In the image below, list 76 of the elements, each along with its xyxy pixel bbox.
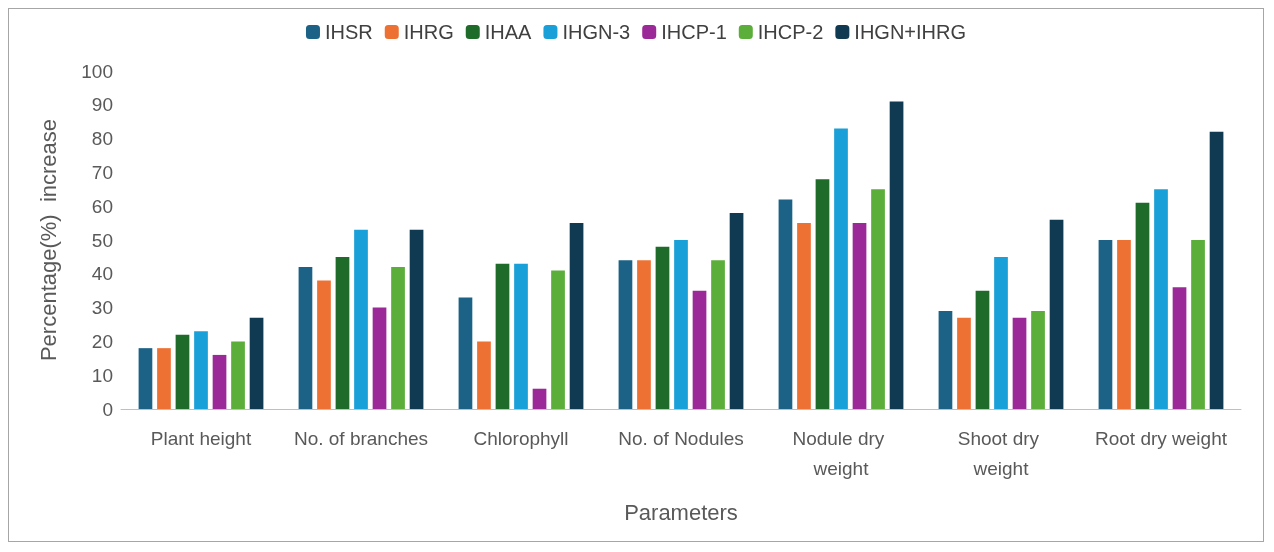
y-tick-label: 80 — [91, 128, 113, 150]
bar — [852, 223, 867, 409]
bar — [231, 341, 245, 409]
bar — [778, 199, 793, 409]
bar — [372, 307, 387, 409]
bar — [175, 334, 190, 409]
bar — [834, 128, 848, 409]
bar — [354, 229, 368, 409]
bar — [729, 212, 744, 409]
bar — [938, 310, 953, 409]
x-axis-title: Parameters — [624, 499, 738, 525]
y-tick-label: 10 — [91, 364, 113, 386]
bar — [975, 290, 990, 409]
bar — [637, 260, 651, 409]
bar — [815, 179, 830, 409]
x-tick-label: Plant height — [150, 427, 252, 449]
bar — [889, 101, 904, 409]
bar — [458, 297, 473, 409]
bar — [1209, 131, 1224, 409]
bar — [1098, 240, 1113, 409]
bar — [994, 256, 1008, 409]
bar — [532, 388, 547, 409]
y-tick-label: 60 — [91, 195, 113, 217]
bar — [157, 348, 171, 409]
bar — [298, 267, 313, 409]
bar — [618, 260, 633, 409]
y-tick-label: 20 — [91, 330, 113, 352]
bar — [711, 260, 725, 409]
bar — [655, 246, 670, 409]
bar — [551, 270, 565, 409]
bar — [391, 267, 405, 409]
bar — [1117, 240, 1131, 409]
legend-label: IHCP-2 — [757, 21, 824, 43]
y-tick-label: 50 — [91, 229, 113, 251]
y-axis-title: Percentage(%) increase — [35, 118, 61, 362]
bar — [1135, 202, 1150, 409]
bar — [674, 240, 688, 409]
legend-label: IHAA — [484, 21, 533, 43]
bar — [1172, 287, 1187, 409]
bar — [138, 348, 153, 409]
bar — [569, 223, 584, 409]
bar — [212, 354, 227, 409]
y-tick-label: 0 — [102, 398, 113, 420]
legend-label: IHGN-3 — [562, 21, 631, 43]
x-tick-label: No. of Nodules — [618, 427, 744, 449]
bar — [797, 223, 811, 409]
bar — [1049, 219, 1064, 409]
x-tick-label: Nodule dry weight — [792, 427, 890, 479]
y-tick-label: 100 — [81, 60, 113, 82]
legend-label: IHRG — [403, 21, 454, 43]
x-tick-label: No. of branches — [293, 427, 429, 449]
bar — [477, 341, 491, 409]
y-tick-label: 40 — [91, 263, 113, 285]
bar — [335, 256, 350, 409]
bar — [1154, 189, 1168, 409]
bar — [957, 317, 971, 409]
legend-label: IHSR — [324, 21, 373, 43]
bar — [1031, 310, 1045, 409]
y-tick-label: 90 — [91, 94, 113, 116]
x-tick-label: Root dry weight — [1094, 427, 1228, 449]
bar — [409, 229, 424, 409]
bar — [317, 280, 331, 409]
bar — [495, 263, 510, 409]
bar — [194, 331, 208, 409]
bar — [249, 317, 264, 409]
bar — [514, 263, 528, 409]
x-tick-label: Shoot dry weight — [957, 427, 1045, 479]
bar — [692, 290, 707, 409]
x-tick-label: Chlorophyll — [473, 427, 569, 449]
legend-label: IHCP-1 — [661, 21, 727, 43]
bar — [1191, 240, 1205, 409]
bar — [1012, 317, 1027, 409]
y-tick-label: 70 — [91, 161, 113, 183]
legend-label: IHGN+IHRG — [854, 21, 967, 43]
bar — [871, 189, 885, 409]
y-tick-label: 30 — [91, 297, 113, 319]
